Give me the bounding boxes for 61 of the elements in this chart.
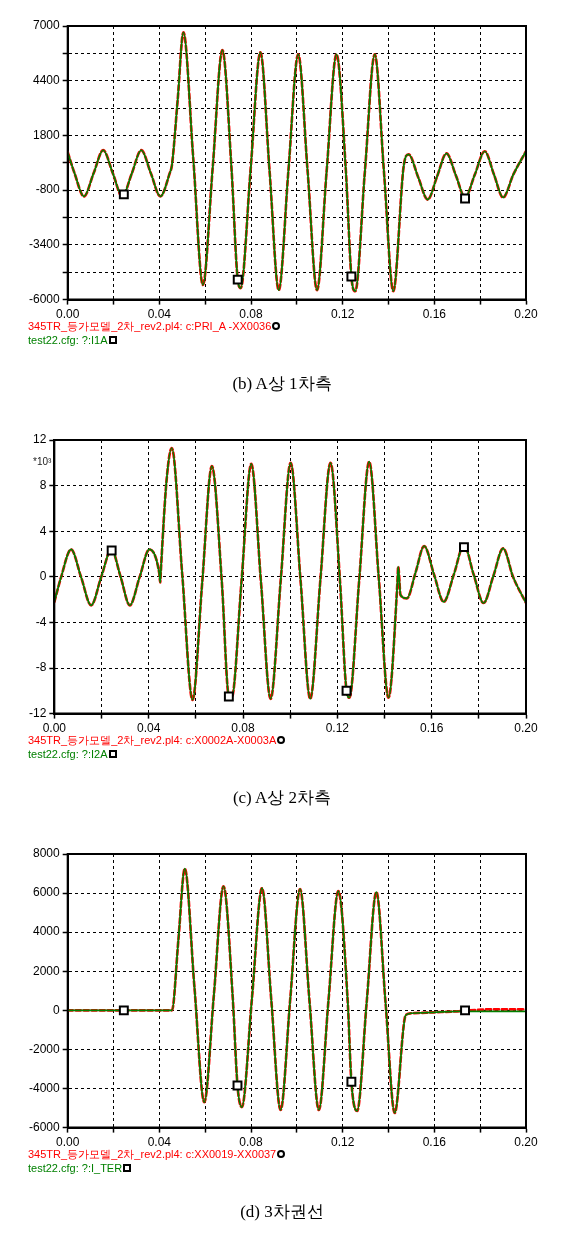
x-tick-label: 0.12: [331, 307, 355, 322]
text: test22.cfg: ?:I2A: [28, 747, 108, 761]
y-tick-label: -4: [35, 614, 47, 629]
y-tick-label: 12: [32, 432, 47, 447]
y-tick-label: 0: [53, 1002, 60, 1017]
y-tick-label: 0: [39, 569, 47, 584]
y-tick-label: -3400: [28, 237, 61, 252]
point: [223, 691, 234, 702]
point: [460, 1005, 471, 1016]
point: [232, 1080, 243, 1091]
x-tick-label: 0.16: [422, 307, 447, 322]
text: (d) 3차권선: [239, 1202, 325, 1222]
text: 345TR_등가모델_2차_rev2.pl4: c:PRI_A -XX0036: [28, 319, 272, 333]
x-tick-label: 0.04: [137, 721, 161, 736]
text: test22.cfg: ?:I1A: [28, 333, 108, 347]
y-tick-label: 4: [39, 523, 47, 538]
y-tick-label: 2000: [32, 963, 61, 978]
y-tick-label: -2000: [28, 1041, 61, 1056]
text: test22.cfg: ?:I_TER: [28, 1161, 123, 1175]
x-tick-label: 0.08: [231, 721, 256, 736]
point: [346, 271, 357, 282]
x-tick-label: 0.16: [422, 1135, 447, 1150]
text: 345TR_등가모델_2차_rev2.pl4: c:XX0019-XX0037: [28, 1147, 277, 1161]
point: [118, 1005, 129, 1016]
y-tick-label: 6000: [32, 885, 61, 900]
x-tick-label: 0.00: [56, 1135, 80, 1150]
x-tick-label: 0.12: [331, 1135, 355, 1150]
point: [118, 189, 129, 200]
point: [460, 193, 471, 204]
y-tick-label: 4400: [32, 73, 61, 88]
x-tick-label: 0.20: [514, 1135, 538, 1150]
point: [232, 274, 243, 285]
y-tick-label: 1800: [32, 127, 61, 142]
x-tick-label: 0.20: [514, 307, 538, 322]
x-tick-label: 0.08: [239, 1135, 264, 1150]
x-tick-label: 0.00: [42, 721, 67, 736]
y-tick-label: -4000: [28, 1080, 61, 1095]
y-tick-label: -12: [29, 705, 47, 720]
text: (c) A상 2차측: [231, 788, 333, 808]
text: 345TR_등가모델_2차_rev2.pl4: c:X0002A-X0003A: [28, 733, 277, 747]
x-tick-label: 0.00: [56, 307, 80, 322]
x-tick-label: 0.04: [147, 307, 172, 322]
y-tick-label: 7000: [32, 18, 61, 33]
x-tick-label: 0.12: [325, 721, 350, 736]
y-tick-label: -6000: [28, 291, 61, 306]
x-tick-label: 0.16: [419, 721, 444, 736]
point: [459, 542, 469, 553]
text: (b) A상 1차측: [231, 374, 333, 394]
y-tick-label: -8: [35, 660, 47, 675]
point: [106, 545, 117, 556]
x-tick-label: 0.20: [514, 721, 538, 736]
y-axis-title: *10³: [32, 455, 52, 467]
x-tick-label: 0.04: [147, 1135, 172, 1150]
point: [346, 1076, 357, 1087]
x-tick-label: 0.08: [239, 307, 264, 322]
point: [341, 685, 352, 696]
y-tick-label: -800: [35, 182, 60, 197]
y-tick-label: 8: [39, 477, 47, 492]
y-tick-label: -6000: [28, 1119, 61, 1134]
y-tick-label: 8000: [32, 846, 61, 861]
y-tick-label: 4000: [32, 924, 61, 939]
